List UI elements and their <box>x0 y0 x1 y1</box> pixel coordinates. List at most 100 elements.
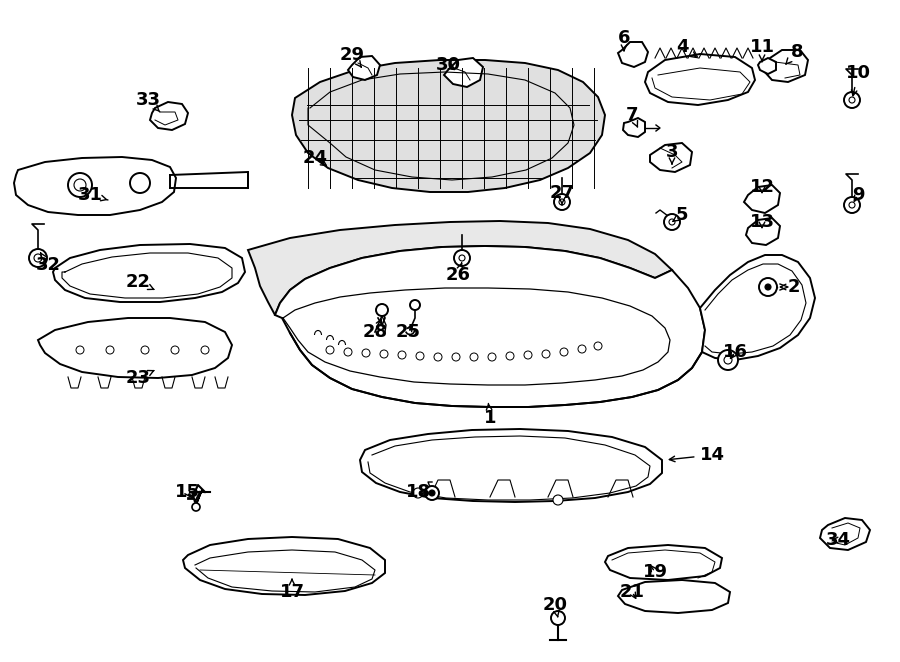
Circle shape <box>553 495 563 505</box>
Circle shape <box>201 346 209 354</box>
Text: 14: 14 <box>670 446 725 464</box>
Circle shape <box>578 345 586 353</box>
Text: 15: 15 <box>175 483 200 501</box>
Text: 8: 8 <box>786 43 804 64</box>
Polygon shape <box>618 580 730 613</box>
Text: 34: 34 <box>825 531 850 549</box>
Circle shape <box>454 250 470 266</box>
Polygon shape <box>744 185 780 213</box>
Circle shape <box>171 346 179 354</box>
Polygon shape <box>38 318 232 378</box>
Text: 13: 13 <box>750 213 775 231</box>
Text: 24: 24 <box>302 149 328 167</box>
Text: 33: 33 <box>136 91 160 112</box>
Polygon shape <box>763 50 808 82</box>
Text: 6: 6 <box>617 29 630 50</box>
Circle shape <box>559 199 565 205</box>
Polygon shape <box>645 54 755 105</box>
Polygon shape <box>348 56 380 80</box>
Circle shape <box>34 254 42 262</box>
Circle shape <box>362 349 370 357</box>
Circle shape <box>398 351 406 359</box>
Circle shape <box>326 346 334 354</box>
Text: 27: 27 <box>550 184 574 205</box>
Polygon shape <box>275 246 705 407</box>
Text: 25: 25 <box>395 323 420 341</box>
Circle shape <box>380 350 388 358</box>
Polygon shape <box>53 244 245 302</box>
Text: 19: 19 <box>643 563 668 581</box>
Text: 16: 16 <box>723 343 748 361</box>
Circle shape <box>434 353 442 361</box>
Text: 31: 31 <box>77 186 108 204</box>
Circle shape <box>664 214 680 230</box>
Circle shape <box>344 348 352 356</box>
Circle shape <box>844 197 860 213</box>
Polygon shape <box>746 218 780 245</box>
Text: 22: 22 <box>125 273 154 291</box>
Text: 9: 9 <box>851 186 864 204</box>
Text: 3: 3 <box>666 143 679 164</box>
Circle shape <box>452 353 460 361</box>
Text: 17: 17 <box>280 579 304 601</box>
Circle shape <box>192 503 200 511</box>
Circle shape <box>74 179 86 191</box>
Circle shape <box>724 356 732 364</box>
Circle shape <box>594 342 602 350</box>
Text: 7: 7 <box>626 106 638 127</box>
Text: 23: 23 <box>125 369 154 387</box>
Circle shape <box>29 249 47 267</box>
Circle shape <box>844 92 860 108</box>
Text: 21: 21 <box>619 583 644 601</box>
Polygon shape <box>700 255 815 360</box>
Circle shape <box>524 351 532 359</box>
Circle shape <box>849 202 855 208</box>
Circle shape <box>106 346 114 354</box>
Text: 10: 10 <box>845 64 870 96</box>
Polygon shape <box>292 60 605 192</box>
Polygon shape <box>650 143 692 172</box>
Circle shape <box>849 97 855 103</box>
Circle shape <box>551 611 565 625</box>
Circle shape <box>130 173 150 193</box>
Text: 32: 32 <box>35 253 60 274</box>
Circle shape <box>413 488 423 498</box>
Circle shape <box>554 194 570 210</box>
Polygon shape <box>248 221 672 315</box>
Circle shape <box>488 353 496 361</box>
Polygon shape <box>605 545 722 580</box>
Text: 11: 11 <box>750 38 775 62</box>
Circle shape <box>470 353 478 361</box>
Circle shape <box>718 350 738 370</box>
Circle shape <box>759 278 777 296</box>
Circle shape <box>542 350 550 358</box>
Polygon shape <box>444 58 483 87</box>
Circle shape <box>506 352 514 360</box>
Polygon shape <box>150 102 188 130</box>
Text: 18: 18 <box>405 483 430 501</box>
Polygon shape <box>758 58 776 74</box>
Text: 2: 2 <box>780 278 800 296</box>
Polygon shape <box>623 118 645 137</box>
Circle shape <box>376 304 388 316</box>
Polygon shape <box>820 518 870 550</box>
Text: 12: 12 <box>750 178 775 196</box>
Text: 4: 4 <box>676 38 697 58</box>
Text: 26: 26 <box>446 263 471 284</box>
Text: 5: 5 <box>673 206 689 224</box>
Circle shape <box>76 346 84 354</box>
Circle shape <box>459 255 465 261</box>
Circle shape <box>410 300 420 310</box>
Text: 20: 20 <box>543 596 568 617</box>
Polygon shape <box>183 537 385 595</box>
Circle shape <box>560 348 568 356</box>
Text: 28: 28 <box>363 319 388 341</box>
Circle shape <box>429 490 435 496</box>
Circle shape <box>669 219 675 225</box>
Circle shape <box>68 173 92 197</box>
Text: 29: 29 <box>339 46 365 67</box>
Polygon shape <box>360 429 662 502</box>
Polygon shape <box>618 42 648 67</box>
Text: 30: 30 <box>436 56 461 74</box>
Text: 1: 1 <box>484 403 496 427</box>
